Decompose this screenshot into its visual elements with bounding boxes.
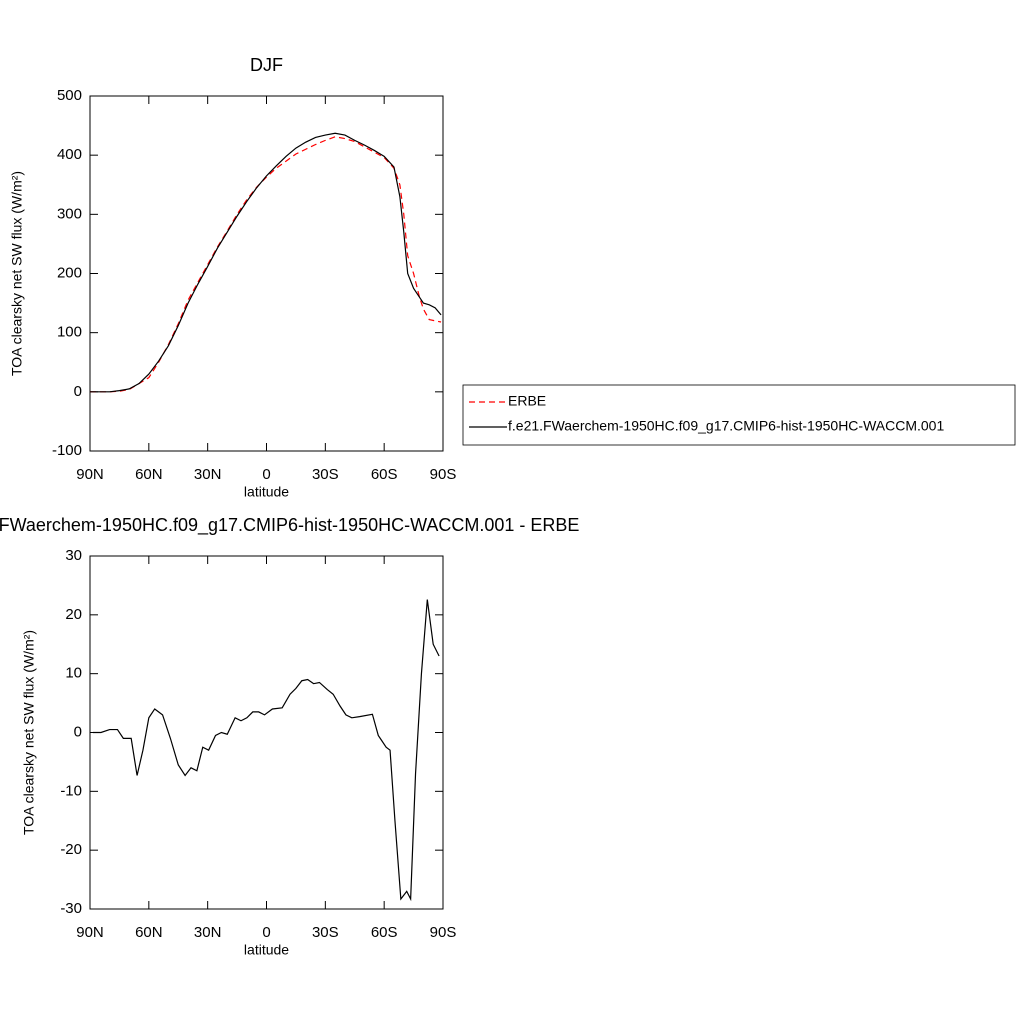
y-axis-label: TOA clearsky net SW flux (W/m²)	[21, 630, 37, 835]
y-tick-label: -100	[52, 442, 82, 459]
x-tick-label: 30S	[312, 924, 339, 941]
x-tick-label: 90S	[430, 924, 457, 941]
x-tick-label: 60N	[135, 924, 163, 941]
x-tick-label: 90N	[76, 924, 104, 941]
y-tick-label: 30	[65, 547, 82, 564]
x-tick-label: 60S	[371, 466, 398, 483]
plot-frame	[89, 95, 444, 452]
y-tick-label: -30	[60, 900, 82, 917]
y-tick-label: 100	[57, 324, 82, 341]
y-tick-label: 400	[57, 146, 82, 163]
x-tick-label: 90S	[430, 466, 457, 483]
legend-label: ERBE	[508, 393, 546, 409]
x-tick-label: 0	[262, 924, 270, 941]
y-tick-label: -20	[60, 841, 82, 858]
y-tick-label: 0	[74, 723, 82, 740]
chart-title: DJF	[250, 55, 283, 75]
x-tick-label: 0	[262, 466, 270, 483]
y-tick-label: 20	[65, 606, 82, 623]
x-tick-label: 30N	[194, 924, 222, 941]
chart-title: f.e21.FWaerchem-1950HC.f09_g17.CMIP6-his…	[0, 515, 579, 536]
y-tick-label: -10	[60, 782, 82, 799]
y-tick-label: 200	[57, 264, 82, 281]
x-tick-label: 90N	[76, 466, 104, 483]
y-tick-label: 500	[57, 87, 82, 104]
x-tick-label: 60S	[371, 924, 398, 941]
y-tick-label: 300	[57, 205, 82, 222]
x-tick-label: 60N	[135, 466, 163, 483]
x-tick-label: 30S	[312, 466, 339, 483]
plot-frame	[89, 555, 444, 910]
legend-box	[462, 384, 1016, 446]
data-line	[92, 599, 440, 902]
legend-label: f.e21.FWaerchem-1950HC.f09_g17.CMIP6-his…	[508, 418, 944, 434]
data-line	[90, 136, 442, 393]
y-axis-label: TOA clearsky net SW flux (W/m²)	[9, 171, 25, 376]
x-axis-label: latitude	[244, 484, 289, 500]
x-axis-label: latitude	[244, 942, 289, 958]
y-tick-label: 10	[65, 665, 82, 682]
x-tick-label: 30N	[194, 466, 222, 483]
y-tick-label: 0	[74, 383, 82, 400]
data-line	[90, 132, 442, 393]
